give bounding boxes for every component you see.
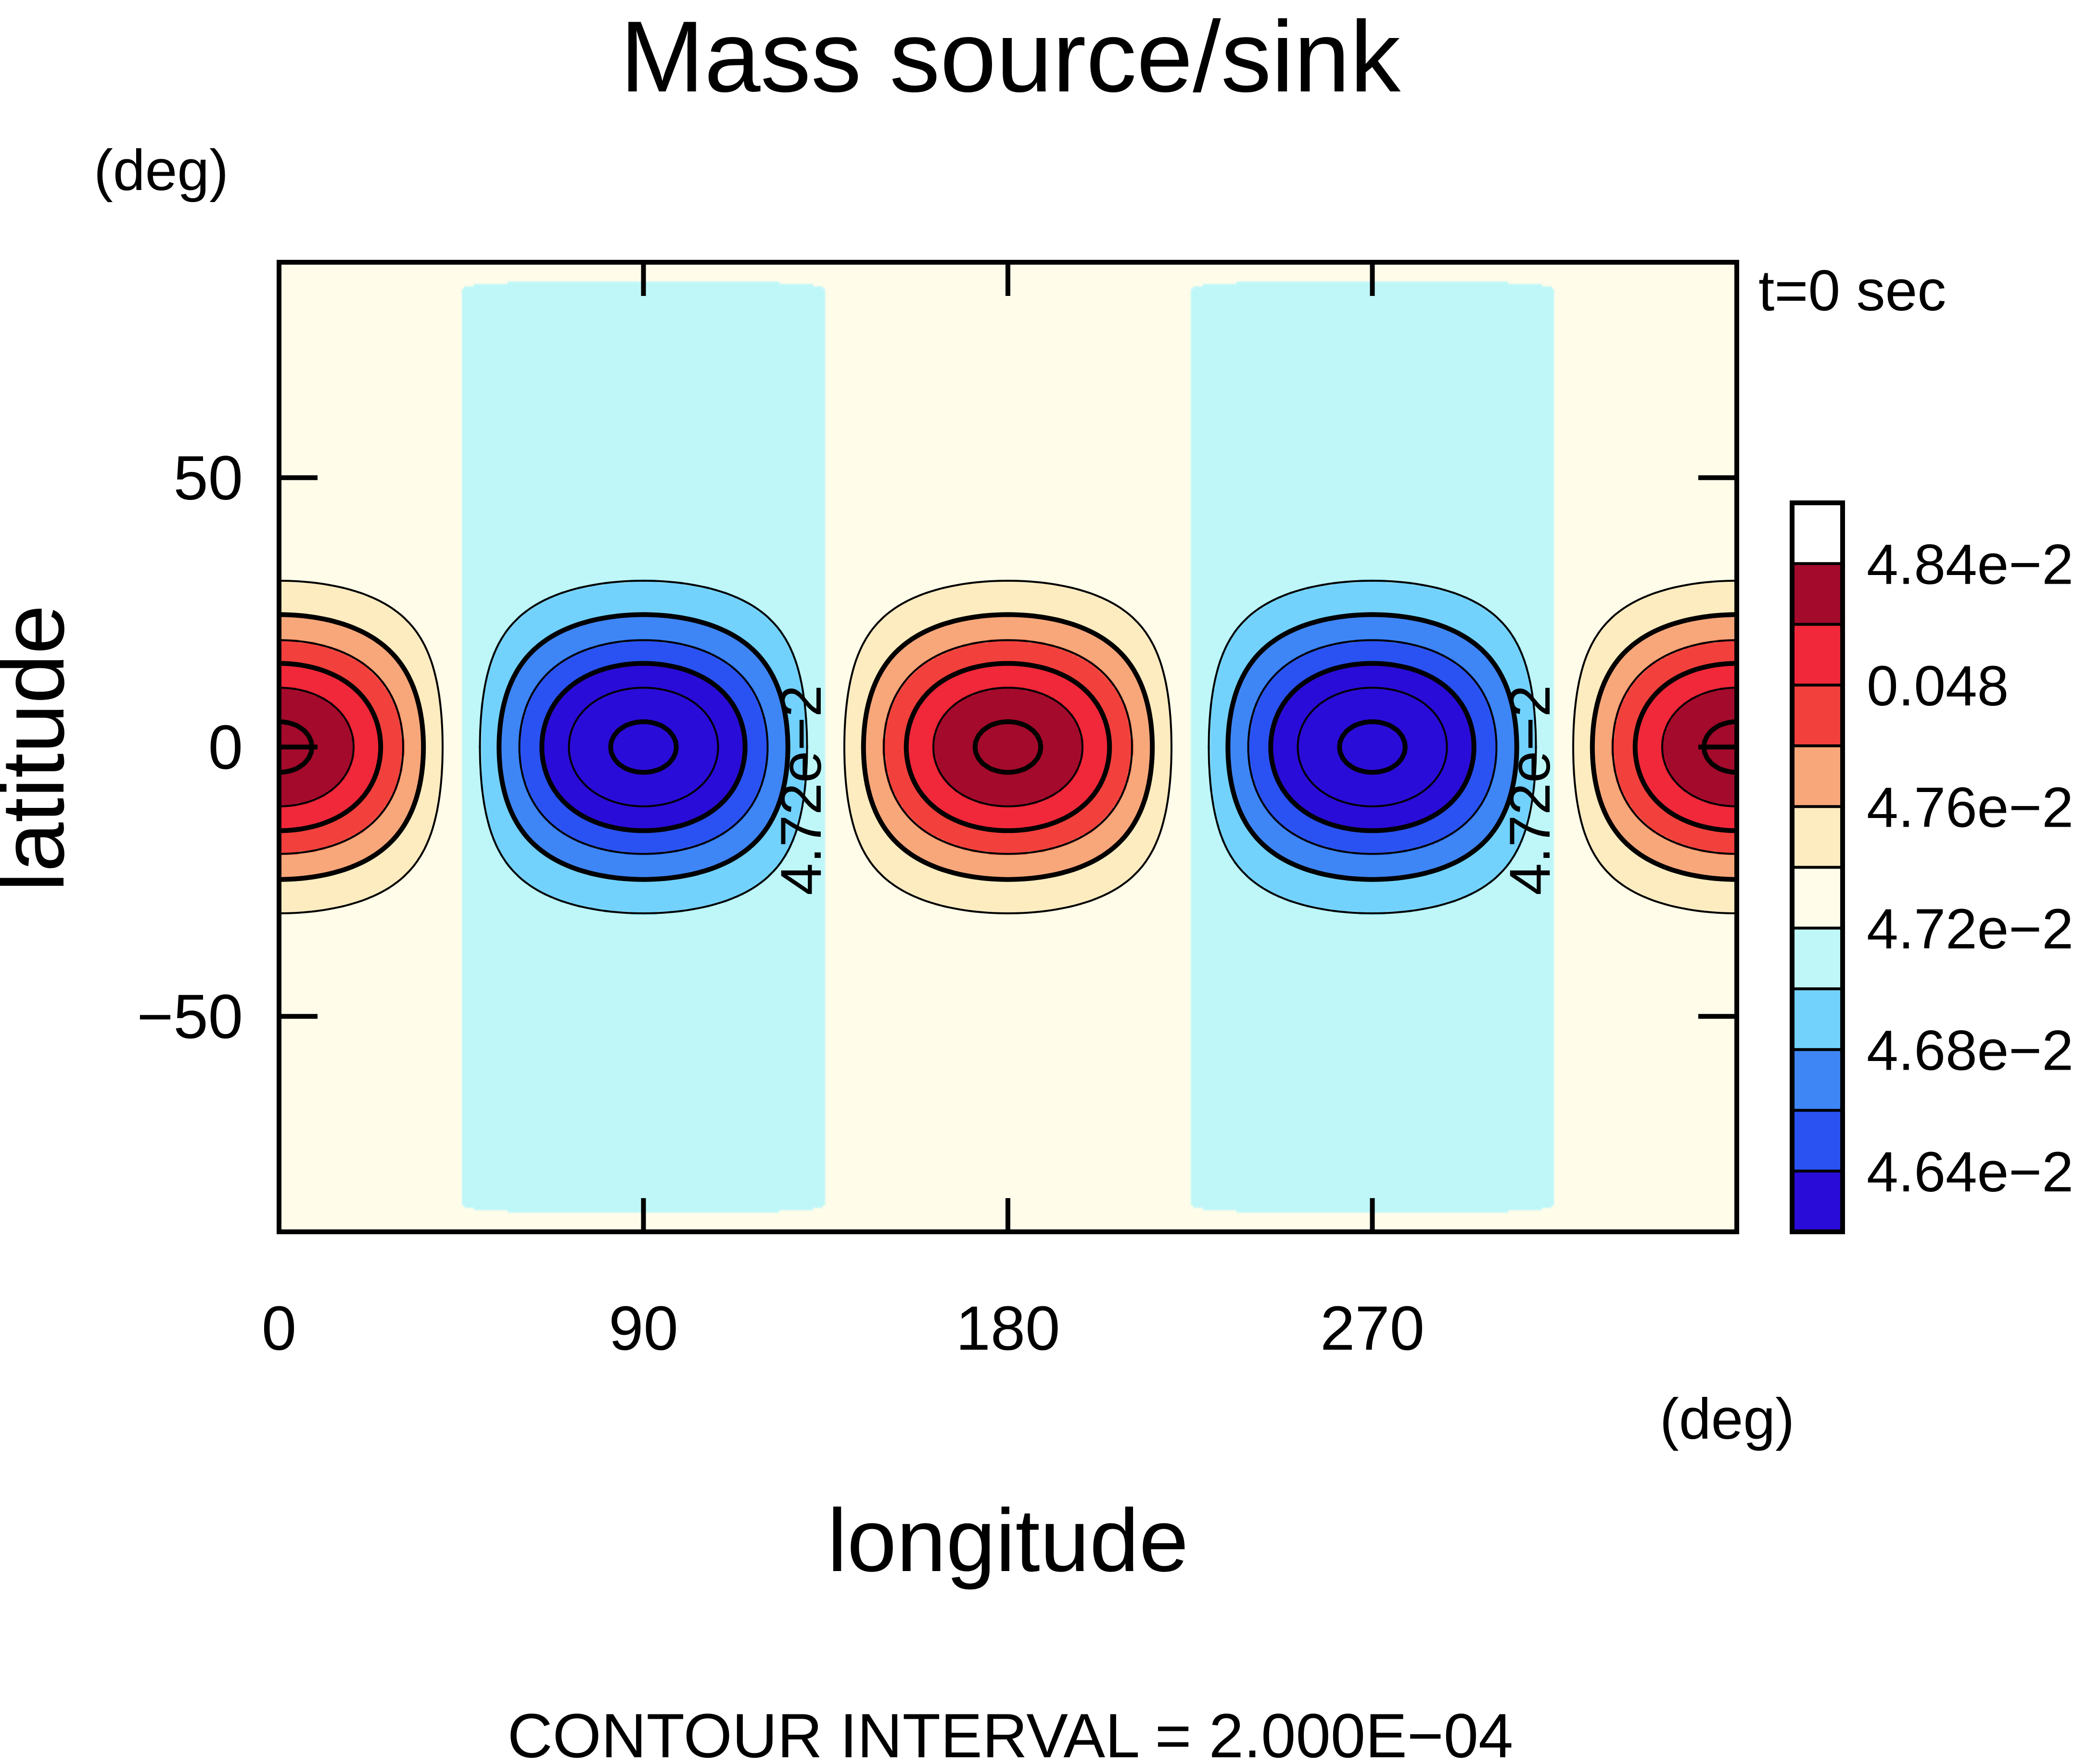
contour-line	[608, 719, 1408, 775]
y-tick-label: −50	[137, 981, 243, 1051]
contour-labels: 4.72e−2 4.72e−2	[769, 685, 1562, 895]
colorbar-tick-label: 4.76e−2	[1867, 776, 2074, 839]
contour-line	[539, 661, 1476, 833]
y-tick-label: 0	[208, 712, 243, 782]
colorbar-swatch	[1792, 989, 1843, 1050]
x-axis-label: longitude	[827, 1491, 1189, 1590]
contour-line	[518, 639, 1498, 855]
colorbar-tick-label: 4.68e−2	[1867, 1019, 2074, 1082]
x-tick-label: 0	[262, 1293, 296, 1363]
contour-line	[568, 687, 1448, 807]
colorbar-swatch	[1792, 1171, 1843, 1232]
contour-line	[479, 579, 1537, 915]
colorbar-swatch	[1792, 1110, 1843, 1171]
colorbar-tick-label: 4.72e−2	[1867, 897, 2074, 961]
colorbar-swatch	[1792, 624, 1843, 685]
colorbar-frame	[1790, 500, 1845, 1234]
y-axis-label: latitude	[0, 605, 83, 892]
x-axis-ticks: 0 90 180 270	[262, 262, 1425, 1363]
y-axis-ticks: 50 0 −50	[137, 443, 1737, 1051]
contour-plot-area	[279, 262, 1737, 1232]
colorbar: 4.84e−2 0.048 4.76e−2 4.72e−2 4.68e−2 4.64e−2	[1790, 500, 2074, 1234]
colorbar-swatch	[1792, 746, 1843, 807]
contour-label: 4.72e−2	[769, 685, 833, 895]
contour-line	[496, 612, 1519, 882]
time-label: t=0 sec	[1758, 258, 1946, 323]
contour-interval-footer: CONTOUR INTERVAL = 2.000E−04	[508, 1700, 1514, 1764]
contour-label: 4.72e−2	[1498, 685, 1562, 895]
x-tick-label: 270	[1320, 1293, 1425, 1363]
colorbar-swatch	[1792, 685, 1843, 746]
y-tick-label: 50	[173, 443, 243, 513]
colorbar-swatch	[1792, 563, 1843, 625]
y-unit-label: (deg)	[94, 138, 229, 203]
x-tick-label: 90	[609, 1293, 678, 1363]
colorbar-swatch	[1792, 867, 1843, 928]
x-tick-label: 180	[956, 1293, 1060, 1363]
x-unit-label: (deg)	[1660, 1387, 1795, 1451]
colorbar-swatch	[1792, 806, 1843, 868]
colorbar-tick-label: 4.84e−2	[1867, 533, 2074, 596]
filled-contour-field	[279, 262, 1737, 1232]
contour-lines	[279, 579, 1737, 915]
colorbar-tick-label: 0.048	[1867, 654, 2009, 718]
colorbar-swatch	[1792, 928, 1843, 989]
chart-title: Mass source/sink	[620, 0, 1401, 113]
colorbar-swatch	[1792, 1049, 1843, 1111]
colorbar-tick-label: 4.64e−2	[1867, 1140, 2074, 1204]
